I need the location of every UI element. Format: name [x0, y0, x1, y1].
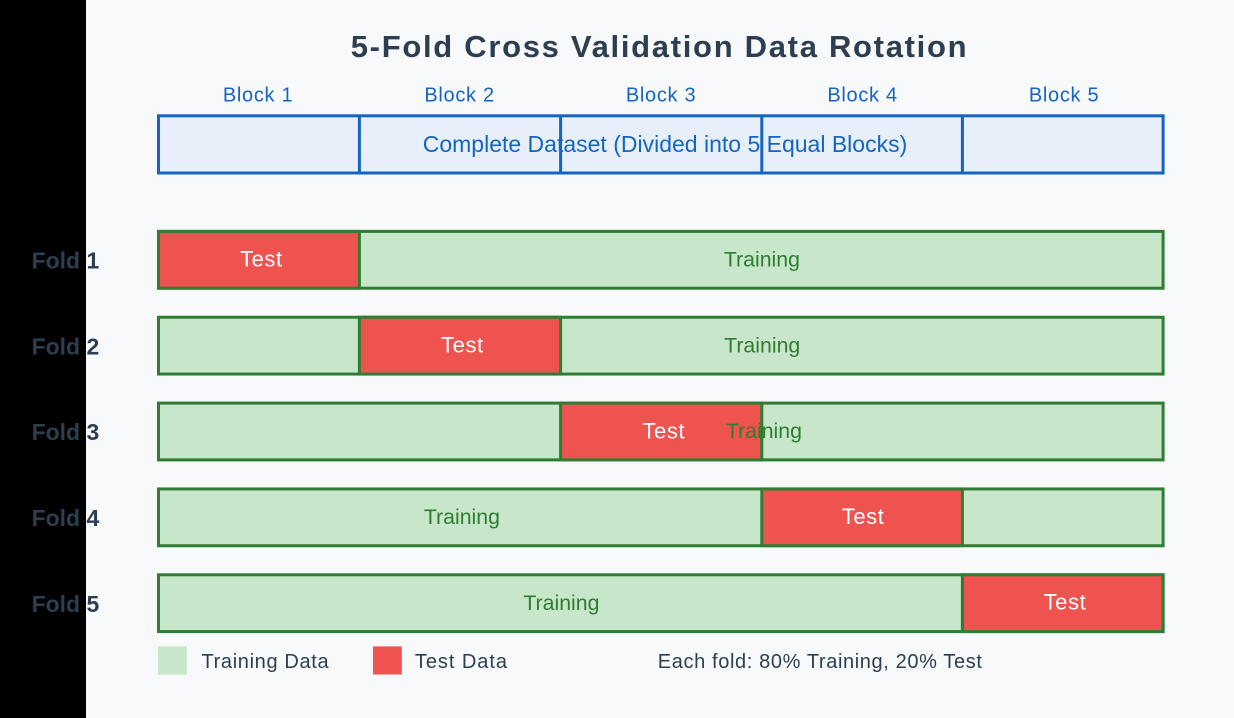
svg-text:Each fold: 80% Training, 20% T: Each fold: 80% Training, 20% Test	[658, 651, 983, 673]
svg-text:5-Fold Cross Validation Data R: 5-Fold Cross Validation Data Rotation	[351, 29, 969, 64]
svg-text:Training: Training	[424, 505, 500, 529]
svg-text:Fold 3: Fold 3	[32, 419, 100, 445]
svg-text:Training Data: Training Data	[202, 651, 330, 673]
svg-text:Training: Training	[523, 591, 599, 615]
svg-text:Block 3: Block 3	[626, 85, 696, 107]
svg-text:Test: Test	[642, 418, 685, 443]
svg-text:Test Data: Test Data	[415, 651, 508, 673]
svg-text:Block 4: Block 4	[827, 85, 897, 107]
svg-text:Complete Dataset (Divided into: Complete Dataset (Divided into 5 Equal B…	[423, 131, 908, 157]
svg-text:Fold 4: Fold 4	[32, 505, 100, 531]
svg-text:Block 1: Block 1	[223, 85, 293, 107]
svg-text:Training: Training	[726, 419, 802, 443]
svg-text:Training: Training	[724, 247, 800, 271]
svg-text:Block 2: Block 2	[424, 85, 494, 107]
svg-text:Fold 5: Fold 5	[32, 591, 100, 617]
svg-text:Training: Training	[724, 333, 800, 357]
svg-text:Test: Test	[240, 247, 283, 272]
svg-text:Fold 1: Fold 1	[32, 247, 100, 273]
svg-text:Block 5: Block 5	[1029, 85, 1099, 107]
svg-text:Fold 2: Fold 2	[32, 333, 100, 359]
svg-text:Test: Test	[441, 332, 484, 357]
svg-text:Test: Test	[1044, 589, 1087, 614]
svg-text:Test: Test	[842, 504, 885, 529]
